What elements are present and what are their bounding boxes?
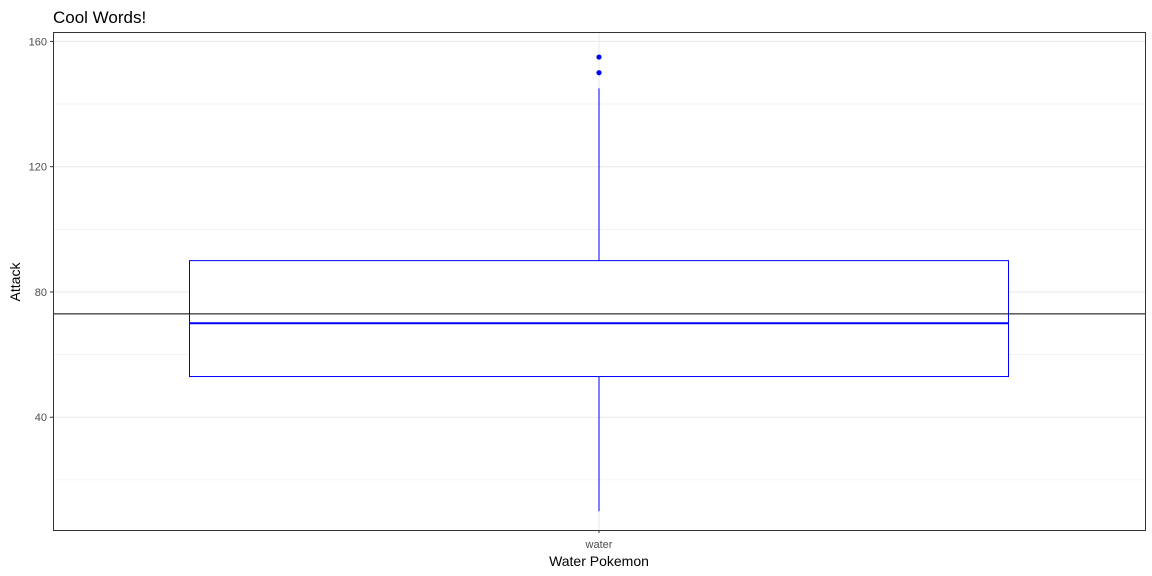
x-axis: water [585, 530, 613, 551]
y-axis-title: Attack [7, 262, 23, 302]
y-tick-label: 120 [29, 162, 47, 174]
y-tick-label: 160 [29, 36, 47, 48]
y-axis: 40 80 120 160 [29, 36, 53, 424]
outlier-point [596, 54, 602, 60]
x-tick-label: water [585, 539, 613, 551]
outlier-point [596, 70, 602, 76]
iqr-box [189, 260, 1009, 378]
box-layer [189, 54, 1009, 512]
y-tick-label: 80 [35, 287, 47, 299]
chart-title: Cool Words! [53, 8, 146, 27]
y-tick-label: 40 [35, 412, 47, 424]
x-axis-title: Water Pokemon [549, 553, 649, 569]
